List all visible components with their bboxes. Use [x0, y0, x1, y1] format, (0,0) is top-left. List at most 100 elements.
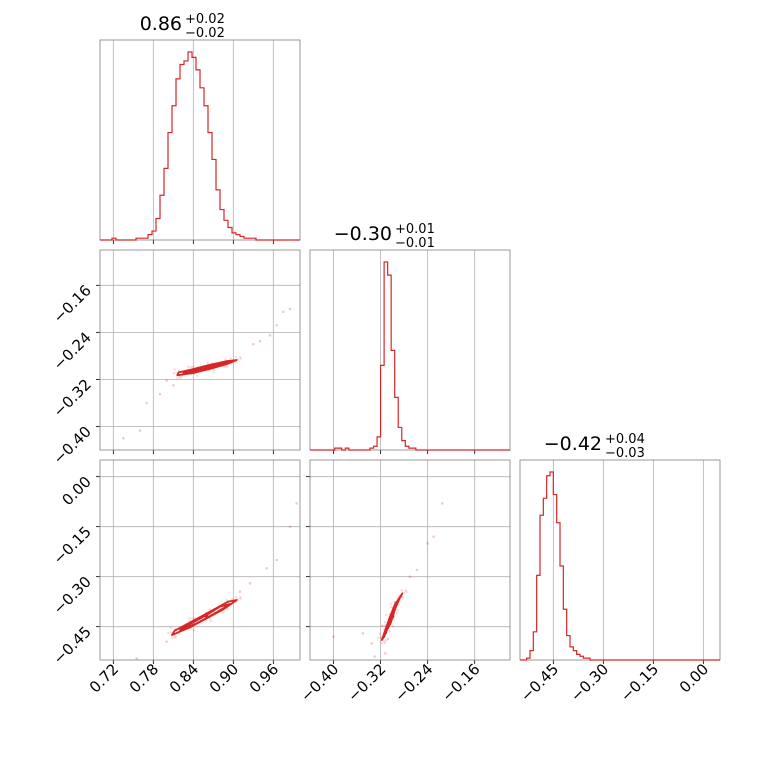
sample-point [191, 617, 194, 620]
sample-point [282, 310, 285, 314]
sample-point [386, 638, 390, 641]
sample-point [229, 357, 232, 360]
sample-point [396, 609, 399, 612]
sample-point [380, 641, 383, 645]
sample-point [209, 619, 212, 623]
sample-point [295, 502, 298, 505]
density-contour-1 [182, 360, 233, 374]
sample-point [383, 621, 387, 624]
sample-point [392, 618, 396, 621]
sample-point [275, 323, 278, 327]
sample-point [386, 637, 390, 640]
hist-panel-1: 0.86 +0.02−0.02 [99, 12, 301, 244]
panel-frame [309, 249, 511, 451]
title-minus: −0.01 [395, 236, 435, 251]
param-title-3: −0.42 +0.04−0.03 [544, 432, 645, 461]
sample-point [252, 342, 255, 346]
sample-point [390, 605, 393, 609]
y-tick-label: −0.40 [50, 423, 95, 468]
sample-point [332, 635, 335, 638]
sample-point [396, 611, 399, 615]
panel-frame [99, 459, 301, 661]
sample-point [223, 365, 227, 368]
y-tick-label: −0.30 [50, 573, 95, 618]
y-tick-label: 0.00 [58, 473, 94, 509]
density-peak [390, 614, 395, 619]
sample-point [208, 608, 212, 611]
x-tick-label: 0.78 [126, 660, 162, 696]
sample-point [376, 636, 380, 640]
sample-point [265, 567, 268, 570]
hist-panel-2: −0.30 +0.01−0.01 [309, 222, 511, 454]
histogram-step-1 [100, 51, 300, 241]
histogram-step-3 [520, 471, 720, 661]
x-tick-label: −0.32 [344, 660, 389, 705]
sample-point [173, 636, 177, 640]
sample-point [193, 616, 196, 620]
sample-point [175, 371, 178, 374]
sample-point [361, 632, 365, 635]
x-tick-label: 0.90 [206, 660, 242, 696]
sample-point [224, 358, 227, 361]
sample-point [170, 636, 174, 640]
sample-point [397, 594, 400, 598]
title-value: 0.86 [140, 13, 182, 35]
sample-point [169, 631, 173, 634]
sample-point [179, 377, 182, 380]
sample-point [187, 365, 190, 369]
sample-point [373, 655, 377, 658]
sample-point [404, 589, 408, 592]
sample-point [122, 436, 125, 440]
sample-point [239, 355, 242, 359]
sample-point [383, 652, 387, 655]
sample-point [401, 595, 404, 599]
sample-point [235, 360, 238, 364]
x-tick-label: 0.72 [86, 660, 122, 696]
sample-point [426, 542, 429, 545]
sample-point [384, 613, 388, 617]
title-plus: +0.01 [395, 222, 435, 237]
sample-point [172, 371, 175, 375]
scatter-panel-3 [306, 459, 511, 664]
sample-point [188, 617, 191, 620]
sample-point [415, 568, 419, 572]
sample-point [135, 657, 138, 660]
scatter-panel-1 [96, 249, 301, 454]
sample-point [222, 610, 226, 613]
x-tick-label: −0.15 [617, 660, 662, 705]
sample-point [234, 355, 238, 359]
sample-point [239, 595, 242, 599]
title-value: −0.42 [544, 433, 602, 455]
sample-point [275, 558, 278, 562]
panel-frame [99, 39, 301, 241]
sample-point [189, 365, 193, 369]
sample-point [383, 624, 387, 627]
x-tick-label: 0.84 [166, 660, 202, 696]
sample-point [169, 626, 172, 630]
sample-point [192, 629, 195, 632]
sample-point [288, 307, 292, 311]
sample-point [268, 333, 272, 337]
sample-point [167, 631, 170, 635]
sample-point [172, 383, 175, 387]
sample-point [225, 365, 229, 368]
x-tick-label: −0.24 [391, 660, 436, 705]
title-minus: −0.03 [605, 446, 645, 461]
sample-point [212, 370, 216, 373]
sample-point [173, 368, 176, 371]
x-tick-label: −0.40 [297, 660, 342, 705]
x-tick-label: −0.45 [517, 660, 562, 705]
sample-point [383, 641, 387, 645]
panel-frame [309, 459, 511, 661]
sample-point [400, 589, 403, 592]
y-tick-label: −0.32 [50, 376, 95, 421]
panel-frame [519, 459, 721, 661]
sample-point [441, 502, 444, 505]
y-tick-label: −0.15 [50, 523, 95, 568]
sample-point [191, 365, 195, 368]
x-tick-label: −0.30 [567, 660, 612, 705]
sample-point [165, 379, 168, 382]
density-contour-2 [176, 359, 238, 377]
sample-point [382, 640, 385, 643]
